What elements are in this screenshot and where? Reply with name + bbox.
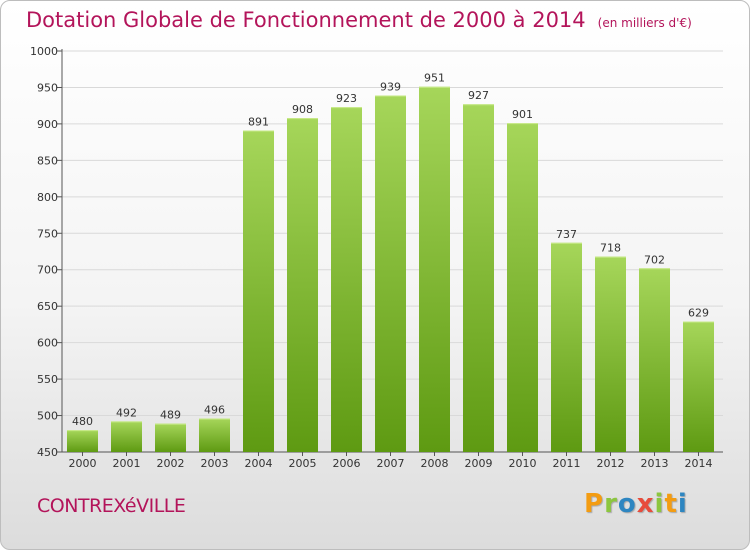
y-tick-label: 650 bbox=[37, 300, 58, 313]
y-tick-label: 700 bbox=[37, 264, 58, 277]
x-tick-label: 2004 bbox=[245, 457, 273, 470]
data-labels: 480 492 489 496 891 908 923 939 951 927 901 737 718 7… bbox=[72, 72, 709, 428]
y-tick-label: 800 bbox=[37, 191, 58, 204]
bar bbox=[419, 86, 450, 452]
logo-letter: o bbox=[617, 489, 637, 519]
x-tick-label: 2003 bbox=[201, 457, 229, 470]
bar bbox=[507, 123, 538, 453]
bar bbox=[683, 321, 714, 452]
x-tick-label: 2014 bbox=[685, 457, 713, 470]
x-tick-label: 2009 bbox=[465, 457, 493, 470]
bar-value-label: 492 bbox=[116, 406, 137, 419]
y-tick-label: 950 bbox=[37, 81, 58, 94]
bar bbox=[639, 268, 670, 452]
logo-letter: P bbox=[584, 489, 605, 519]
bar-value-label: 923 bbox=[336, 92, 357, 105]
bar-value-label: 629 bbox=[688, 306, 709, 319]
proxiti-logo: Proxiti bbox=[584, 489, 688, 519]
bar-value-label: 496 bbox=[204, 403, 225, 416]
bar bbox=[551, 242, 582, 452]
x-tick-label: 2005 bbox=[289, 457, 317, 470]
chart-subtitle: (en milliers d'€) bbox=[597, 16, 692, 30]
bar bbox=[463, 104, 494, 452]
y-tick-label: 500 bbox=[37, 410, 58, 423]
bar bbox=[199, 418, 230, 452]
y-tick-label: 550 bbox=[37, 373, 58, 386]
bar-value-label: 891 bbox=[248, 115, 269, 128]
y-tick-label: 750 bbox=[37, 227, 58, 240]
logo-letter: x bbox=[636, 489, 655, 519]
chart-title: Dotation Globale de Fonctionnement de 20… bbox=[26, 8, 692, 32]
bar-value-label: 702 bbox=[644, 253, 665, 266]
logo-letter: t bbox=[664, 489, 678, 519]
chart-title-text: Dotation Globale de Fonctionnement de 20… bbox=[26, 8, 586, 32]
bar bbox=[287, 118, 318, 453]
logo-letter: r bbox=[604, 489, 618, 519]
bar bbox=[595, 256, 626, 452]
bar bbox=[243, 130, 274, 453]
x-tick-label: 2012 bbox=[597, 457, 625, 470]
bar-value-label: 908 bbox=[292, 103, 313, 116]
bar bbox=[155, 423, 186, 452]
logo-letter: i bbox=[654, 489, 665, 519]
y-tick-label: 850 bbox=[37, 154, 58, 167]
bar-value-label: 939 bbox=[380, 80, 401, 93]
bar bbox=[67, 430, 98, 452]
x-tick-label: 2010 bbox=[509, 457, 537, 470]
bar-value-label: 480 bbox=[72, 415, 93, 428]
y-tick-label: 1000 bbox=[30, 45, 58, 58]
bar-value-label: 927 bbox=[468, 89, 489, 102]
bars bbox=[67, 86, 714, 453]
x-tick-label: 2008 bbox=[421, 457, 449, 470]
bar bbox=[111, 421, 142, 452]
bar-value-label: 489 bbox=[160, 409, 181, 422]
bar bbox=[375, 95, 406, 452]
bar-value-label: 737 bbox=[556, 228, 577, 241]
x-tick-label: 2001 bbox=[113, 457, 141, 470]
bar-value-label: 901 bbox=[512, 108, 533, 121]
x-tick-label: 2013 bbox=[641, 457, 669, 470]
commune-name: CONTREXéVILLE bbox=[37, 495, 186, 517]
x-tick-label: 2007 bbox=[377, 457, 405, 470]
y-tick-label: 900 bbox=[37, 118, 58, 131]
logo-letter: i bbox=[677, 489, 688, 519]
y-tick-label: 600 bbox=[37, 337, 58, 350]
y-tick-label: 450 bbox=[37, 446, 58, 459]
x-tick-label: 2011 bbox=[553, 457, 581, 470]
x-tick-label: 2006 bbox=[333, 457, 361, 470]
bar-value-label: 718 bbox=[600, 242, 621, 255]
bar-value-label: 951 bbox=[424, 72, 445, 85]
x-tick-label: 2002 bbox=[157, 457, 185, 470]
bar bbox=[331, 107, 362, 452]
x-tick-label: 2000 bbox=[69, 457, 97, 470]
